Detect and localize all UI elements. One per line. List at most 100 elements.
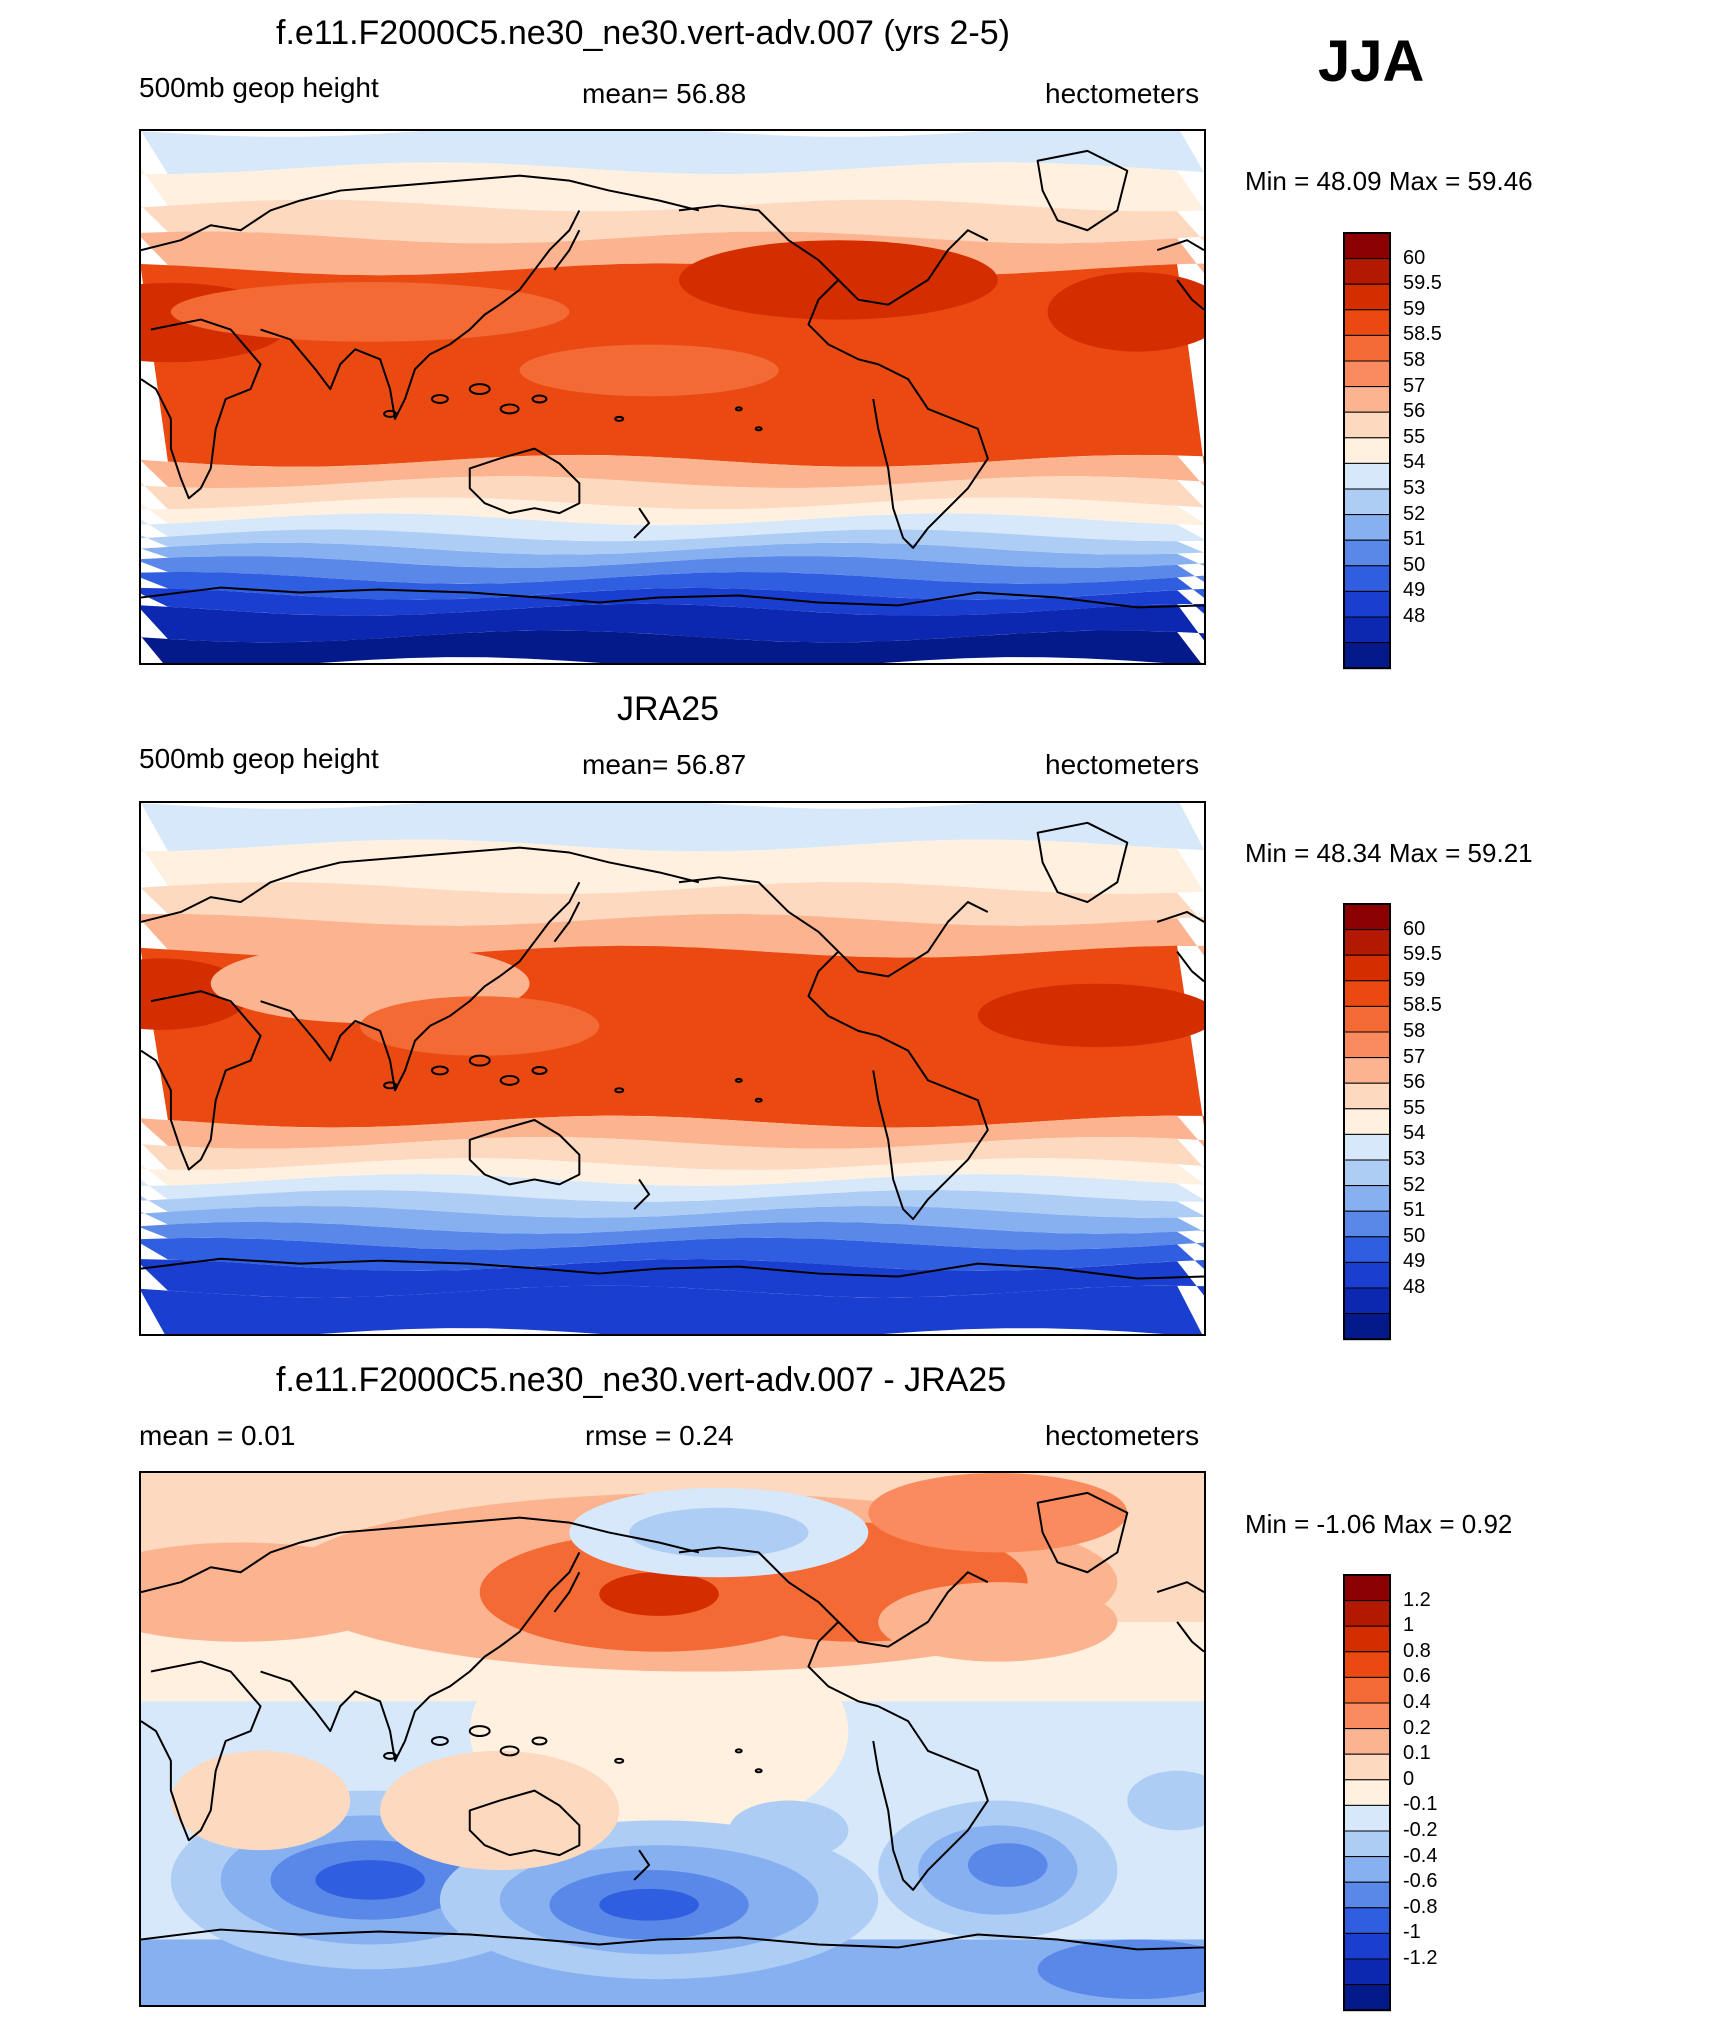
coastline [468,1119,581,1186]
contour-band [141,603,1204,643]
coastline [633,1178,651,1210]
colorbar-tick-label: 58 [1403,349,1426,371]
coastline [429,1551,581,1698]
contour-band [141,454,1204,488]
contour-band [141,1136,1204,1170]
colorbar-swatch [1343,386,1391,413]
coastline [807,1621,879,1708]
contour-band [141,162,1204,212]
colorbar-tick-label: 58.5 [1403,994,1442,1017]
contour-blob [629,1507,809,1558]
contour-high [170,282,570,342]
colorbar-tick-label: 52 [1403,1173,1426,1196]
colorbar-swatch [1343,1984,1391,2011]
contour-band [141,556,1204,584]
colorbar-swatch [1343,1651,1391,1678]
coastline [807,950,879,1037]
coastline-island [430,1736,449,1746]
panel-2-mean-label: mean= 56.87 [582,749,747,780]
map-svg [141,1473,1204,2005]
colorbar-tick-label: 59 [1403,297,1426,320]
map-svg [141,803,1204,1334]
colorbar-swatch [1343,565,1391,592]
colorbar-swatch [1343,642,1391,669]
contour-band [141,1190,1204,1218]
coastline [633,507,651,539]
coastline-island [468,1054,491,1067]
colorbar-swatch [1343,1159,1391,1187]
coastline [141,1516,700,1594]
coastline [553,1571,581,1613]
coastlines [141,1491,1204,1951]
colorbar-tick-label: 53 [1403,477,1426,499]
colorbar-tick-label: -0.2 [1403,1819,1438,1841]
colorbar-tick-label: 52 [1403,502,1426,525]
coastline [468,447,581,515]
colorbar-swatch [1343,1108,1391,1135]
colorbar-tick-label: 0.2 [1403,1716,1431,1739]
map-svg [141,131,1204,663]
colorbar-tick-label: 55 [1403,1096,1426,1119]
panel-2-map [139,801,1206,1336]
colorbar-swatch [1343,1574,1391,1602]
contour-blob [380,1750,620,1871]
coastline [1036,821,1129,904]
colorbar-swatch [1343,437,1391,464]
colorbar-swatch [1343,258,1391,285]
contour-blob [315,1860,425,1900]
contour-band [141,1285,1202,1334]
contour-band [141,1259,1204,1298]
coastline-island [734,1077,743,1083]
coastline [141,586,1204,609]
colorbar-swatch [1343,1676,1391,1704]
colorbar-tick-label: 59.5 [1403,943,1442,966]
colorbar-tick-label: 0.6 [1403,1665,1431,1688]
panel-1-variable-label: 500mb geop height [139,72,379,103]
colorbar-tick-label: -0.1 [1403,1793,1438,1816]
coastline [872,1034,989,1221]
contour-blob [599,1572,719,1616]
contour-band [141,882,1204,926]
panel-2-variable-label: 500mb geop height [139,743,379,774]
colorbar-tick-label: 48 [1403,1276,1426,1298]
colorbar-swatch [1343,1600,1391,1627]
coastline [807,279,879,366]
colorbar-swatch [1343,1057,1391,1084]
coastline [872,363,989,549]
coastline-island [499,1074,520,1086]
contour-blob [728,1800,849,1861]
coastline [141,1660,262,1842]
colorbar-swatch [1343,1804,1391,1832]
contour-band [141,513,1204,542]
contour-band [141,839,1204,894]
panel-3-minmax: Min = -1.06 Max = 0.92 [1245,1509,1513,1539]
coastlines [141,149,1204,609]
colorbar-swatch [1343,903,1391,931]
colorbar-tick-label: 0.8 [1403,1639,1431,1662]
coastline [678,204,989,306]
colorbar-tick-label: 60 [1403,917,1426,940]
coastline [1176,951,1204,983]
colorbar-tick-label: 57 [1403,1045,1426,1068]
contour-blob [878,1582,1118,1662]
panel-2-colorbar: 60 59.5 59 58.5 58 57 56 55 54 53 52 51 50 49 48 [1343,903,1473,1342]
colorbar-tick-label: 56 [1403,400,1426,423]
coastline-island [499,403,520,415]
coastline [633,1849,651,1881]
coastline [141,1928,1204,1951]
colorbar-swatch [1343,539,1391,567]
coastline [141,174,700,252]
coastline-island [754,1768,763,1774]
contour-blob [170,1750,351,1851]
colorbar-swatch [1343,1005,1391,1033]
colorbar-tick-label: 1.2 [1403,1588,1431,1611]
colorbar-swatch [1343,411,1391,439]
coastline [1156,1581,1204,1594]
colorbar-swatch [1343,232,1391,260]
contour-band [141,1115,1204,1149]
coastline [553,901,581,943]
coastline-island [734,406,743,412]
coastline [1176,279,1204,311]
colorbar-tick-label: 58.5 [1403,323,1442,346]
contour-blob [967,1843,1048,1887]
